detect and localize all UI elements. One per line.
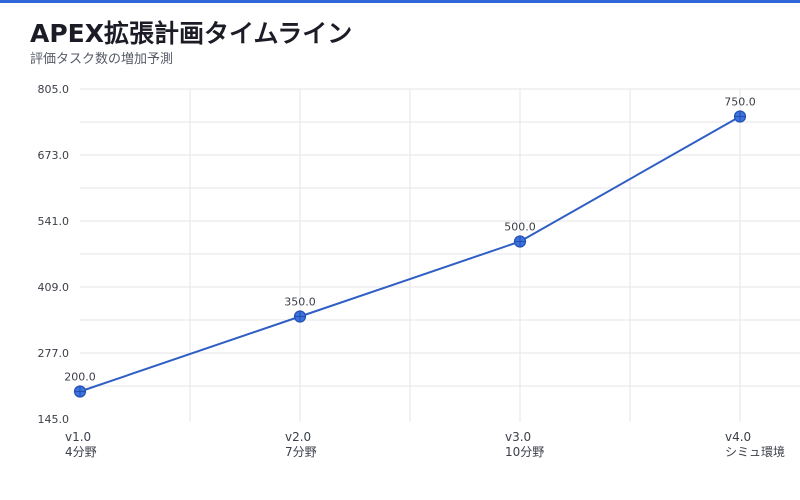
data-point (513, 235, 527, 248)
x-tick-label-version: v1.0 (65, 430, 91, 444)
chart-title: APEX拡張計画タイムライン (30, 19, 353, 48)
x-tick-label-scope: シミュ環境 (725, 444, 785, 459)
chart-subtitle: 評価タスク数の増加予測 (30, 52, 174, 67)
data-label: 200.0 (64, 371, 96, 384)
horizontal-gridlines (80, 88, 800, 387)
data-point (73, 385, 87, 398)
x-tick-label-version: v3.0 (505, 430, 531, 444)
series-line (79, 115, 741, 393)
y-tick-label: 277.0 (38, 347, 70, 360)
accent-bar (0, 0, 800, 3)
x-tick-label-scope: 10分野 (505, 445, 544, 459)
y-tick-label: 805.0 (38, 83, 70, 96)
data-labels: 200.0 350.0 500.0 750.0 (64, 96, 756, 384)
data-label: 750.0 (724, 96, 756, 109)
series-layer (73, 110, 747, 398)
data-label: 500.0 (504, 221, 536, 234)
y-tick-label: 145.0 (38, 413, 70, 426)
y-tick-label: 409.0 (38, 281, 70, 294)
x-tick-label-version: v4.0 (725, 430, 751, 444)
y-tick-label: 541.0 (38, 215, 70, 228)
data-point (293, 310, 307, 323)
y-axis-ticks: 145.0 277.0 409.0 541.0 673.0 805.0 (38, 83, 70, 426)
x-tick-label-scope: 4分野 (65, 445, 97, 459)
x-tick-label-version: v2.0 (285, 430, 311, 444)
x-tick-label-scope: 7分野 (285, 445, 317, 459)
y-tick-label: 673.0 (38, 149, 70, 162)
data-label: 350.0 (284, 296, 316, 309)
data-point (733, 110, 747, 123)
vertical-gridlines (189, 89, 741, 422)
